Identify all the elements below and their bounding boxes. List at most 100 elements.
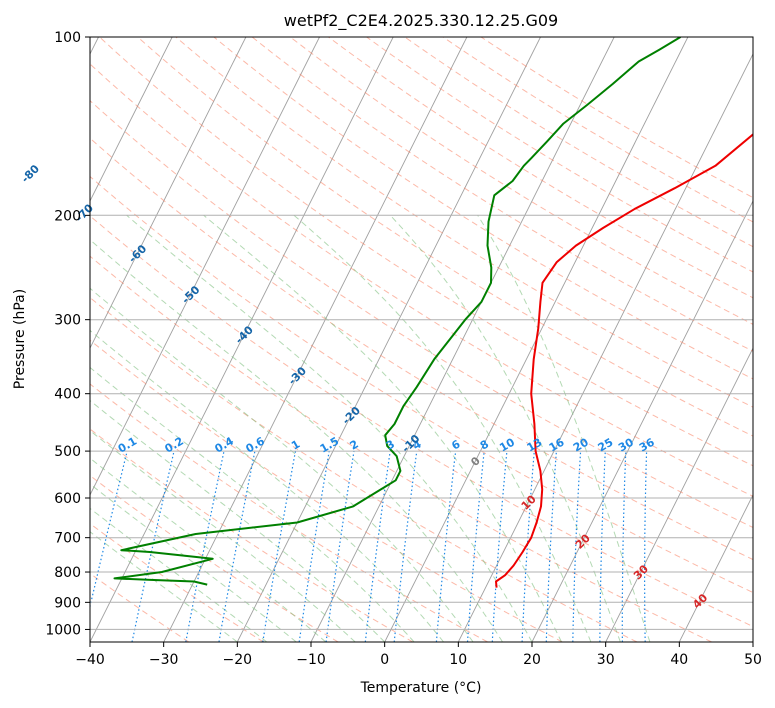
moist-adiabat-line [477,215,651,642]
y-tick-label: 100 [54,30,81,46]
x-tick-label: 50 [744,652,762,668]
x-tick-label: 10 [449,652,467,668]
dry-adiabat-line [90,255,712,642]
mixing-ratio-line [621,451,627,642]
mixing-ratio-line [393,451,418,642]
isotherm-line [90,37,394,642]
mixing-ratio-line [545,451,557,642]
moist-adiabat-line [293,214,592,642]
profile-lines [113,37,753,588]
mixing-ratio-label: 16 [547,435,567,454]
y-tick-label: 300 [54,313,81,329]
dry-adiabat-line [213,37,753,380]
dry-adiabat-line [137,37,753,437]
dry-adiabat-line [480,37,753,199]
y-tick-label: 200 [54,208,81,224]
dry-adiabat-line [90,99,753,529]
x-tick-label: −10 [296,652,326,668]
y-tick-label: 600 [54,491,81,507]
mixing-ratio-line [131,450,175,642]
dry-adiabat-line [90,63,753,497]
y-tick-label: 1000 [45,622,81,638]
isotherm-label: -80 [19,162,42,185]
y-tick-label: 700 [54,531,81,547]
x-axis-label: Temperature (°C) [360,680,482,696]
moist-adiabat-line [90,457,327,642]
isotherm-line [457,52,753,642]
mixing-ratio-label: 0.2 [163,435,186,456]
x-tick-label: 0 [380,652,389,668]
x-tick-label: −40 [75,652,105,668]
dewpoint-profile-line [113,37,682,586]
dry-adiabat-line [90,428,414,642]
mixing-ratio-label: 3 [384,438,397,453]
isotherm-label: 30 [631,562,651,582]
dry-adiabat-line [442,37,753,223]
dry-adiabat-line [366,37,753,273]
isotherm-line [90,37,173,203]
isotherm-line [163,37,468,642]
mixing-ratio-label: 10 [497,435,517,454]
isotherm-label: 0 [468,454,483,469]
isotherm-label: -40 [233,323,256,346]
dry-adiabat-line [90,474,339,642]
y-tick-label: 400 [54,387,81,403]
isotherm-line [605,347,753,642]
moist-adiabat-line [126,214,533,642]
dry-adiabat-line [90,523,264,642]
isotherm-label: -50 [179,283,202,306]
x-tick-label: 40 [670,652,688,668]
mixing-ratio-label: 8 [478,438,491,453]
moist-adiabat-line [90,287,474,642]
x-tick-label: −20 [223,652,253,668]
x-axis-ticks: −40 −30 −20 −10 0 10 20 30 40 50 [75,642,762,668]
mixing-ratio-label: 13 [525,436,545,455]
mixing-ratio-label: 30 [616,435,636,454]
moist-adiabat-line [90,239,503,642]
background-lines [90,37,753,642]
dry-adiabat-line [90,137,753,561]
mixing-ratio-label: 6 [449,437,462,452]
isotherm-label: 40 [690,591,710,611]
mixing-ratio-label: 25 [596,436,616,455]
isotherm-label: -10 [399,432,422,455]
y-tick-label: 500 [54,444,81,460]
dry-adiabat-line [90,175,753,594]
mixing-ratio-label: 0.1 [116,435,139,456]
dry-adiabat-line [90,296,638,642]
mixing-ratio-line [644,451,648,642]
moist-adiabat-line [203,214,562,642]
isotherm-line [90,37,247,350]
moist-adiabat-line [90,483,297,642]
x-tick-label: 30 [597,652,615,668]
isotherm-label: -30 [286,364,309,387]
y-axis-label: Pressure (hPa) [12,289,28,389]
isotherm-label: -20 [340,404,363,427]
dry-adiabat-line [289,37,753,325]
pressure-gridlines [90,36,753,630]
y-axis-ticks: 100 200 300 400 500 600 700 800 900 1000 [45,30,90,638]
y-tick-label: 800 [54,565,81,581]
y-tick-label: 900 [54,595,81,611]
mixing-ratio-line [491,451,508,642]
isotherm-line [531,200,753,642]
isotherm-line [90,37,320,496]
mixing-ratio-line [325,451,355,642]
moist-adiabat-line [90,366,415,642]
x-tick-label: 20 [523,652,541,668]
dry-adiabat-line [90,383,488,642]
mixing-ratio-line [298,451,330,642]
moist-adiabat-line [389,214,621,642]
isotherm-label: -60 [126,242,149,265]
mixing-ratio-line [218,450,256,642]
moist-adiabat-line [90,399,386,642]
x-tick-label: −30 [149,652,179,668]
moist-adiabat-line [90,507,268,642]
mixing-ratio-line [599,451,606,642]
dry-adiabat-line [404,37,753,248]
dry-adiabat-line [99,37,753,467]
dry-adiabat-line [90,339,563,642]
moist-adiabat-line [90,429,356,642]
mixing-ratio-line [435,451,457,642]
